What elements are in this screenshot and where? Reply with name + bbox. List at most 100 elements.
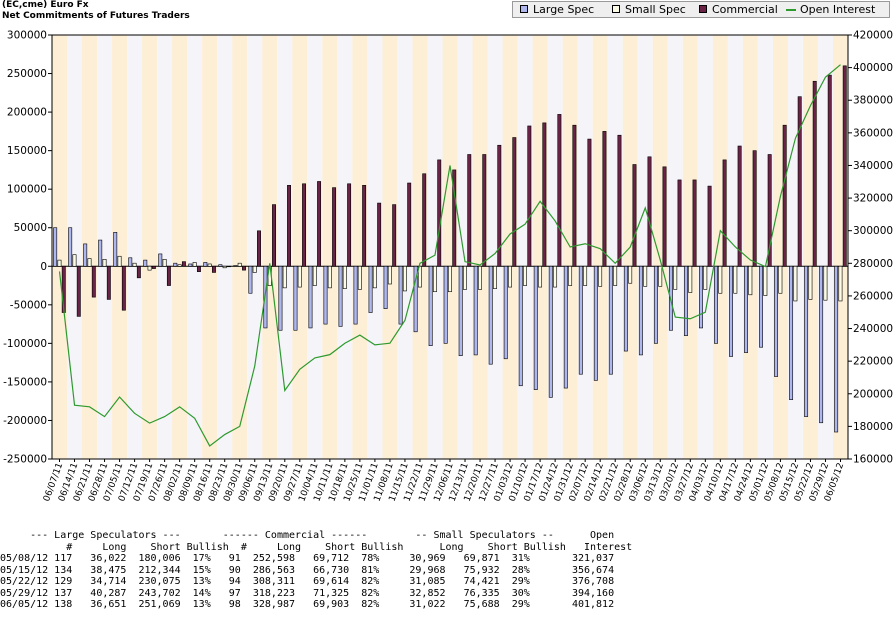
commercial-bar (302, 183, 307, 267)
column-band (682, 35, 698, 459)
small-spec-bar (162, 259, 167, 267)
commercial-bar (272, 204, 276, 267)
commercial-bar (257, 230, 261, 267)
commercial-bar (151, 265, 156, 269)
commercial-bar (287, 185, 291, 267)
large-spec-bar (593, 265, 598, 381)
column-band (382, 35, 398, 459)
commercial-bar (797, 96, 802, 267)
small-spec-bar (778, 265, 783, 294)
large-spec-bar (308, 265, 313, 329)
column-band (307, 35, 323, 459)
column-band (97, 35, 113, 459)
y-left-tick-label: -200000 (3, 415, 47, 427)
large-spec-bar (188, 263, 193, 267)
commercial-bar (512, 137, 517, 267)
commercial-bar (121, 265, 126, 311)
table-row: 06/05/12 138 36,651 251,069 13% 98 328,9… (0, 599, 615, 610)
legend-swatch-small-spec (612, 5, 620, 13)
small-spec-bar (493, 265, 497, 289)
small-spec-bar (538, 265, 543, 288)
small-spec-bar (763, 265, 768, 296)
chart-subtitle: Net Commitments of Futures Traders (2, 11, 190, 21)
large-spec-bar (729, 265, 733, 357)
commercial-bar (812, 80, 817, 267)
large-spec-bar (218, 264, 223, 267)
commercial-bar (647, 156, 652, 267)
small-spec-bar (222, 265, 227, 269)
column-band (442, 35, 458, 459)
commercial-bar (662, 166, 667, 267)
commercial-bar (181, 261, 186, 267)
y-right-tick-label: 200000 (853, 388, 893, 400)
column-band (412, 35, 428, 459)
legend-swatch-large-spec (520, 5, 528, 13)
small-spec-bar (252, 265, 257, 273)
column-band (217, 35, 233, 459)
commercial-bar (332, 187, 337, 267)
small-spec-bar (808, 265, 813, 300)
column-band (112, 35, 128, 459)
y-left-tick-label: -50000 (10, 299, 47, 311)
large-spec-bar (759, 265, 763, 348)
legend-label-commercial: Commercial (712, 3, 778, 16)
column-band (52, 35, 68, 459)
large-spec-bar (338, 265, 343, 327)
small-spec-bar (823, 265, 828, 301)
commercial-bar (527, 125, 532, 267)
commercial-bar (407, 182, 412, 267)
large-spec-bar (83, 243, 88, 267)
legend-label-small-spec: Small Spec (625, 3, 686, 16)
y-right-tick-label: 260000 (853, 290, 893, 302)
large-spec-bar (623, 265, 628, 352)
column-band (157, 35, 173, 459)
large-spec-bar (458, 265, 463, 356)
small-spec-bar (793, 265, 798, 302)
commercial-bar (587, 138, 592, 267)
large-spec-bar (323, 265, 328, 325)
small-spec-bar (643, 265, 648, 287)
small-spec-bar (282, 265, 287, 289)
commercial-bar (722, 159, 727, 267)
legend-swatch-open-interest (786, 9, 796, 11)
small-spec-bar (312, 265, 317, 286)
small-spec-bar (102, 259, 107, 267)
small-spec-bar (523, 265, 527, 286)
large-spec-bar (699, 265, 703, 329)
commercial-bar (827, 74, 832, 267)
large-spec-bar (608, 265, 613, 375)
large-spec-bar (744, 265, 748, 353)
large-spec-bar (278, 265, 283, 331)
commercial-bar (106, 265, 111, 300)
large-spec-bar (53, 227, 58, 267)
table-row: 05/08/12 117 36,022 180,006 17% 91 252,5… (0, 553, 615, 564)
small-spec-bar (117, 255, 122, 267)
commercial-bar (482, 154, 487, 267)
commercial-bar (602, 131, 607, 267)
column-band (262, 35, 278, 459)
small-spec-bar (72, 254, 77, 267)
column-band (232, 35, 248, 459)
commercial-bar (227, 265, 231, 268)
y-right-tick-label: 280000 (853, 258, 893, 270)
column-band (337, 35, 353, 459)
small-spec-bar (478, 265, 482, 290)
large-spec-bar (143, 259, 148, 267)
small-spec-bar (703, 265, 708, 290)
table-row: 05/15/12 134 38,475 212,344 15% 90 286,5… (0, 564, 615, 576)
large-spec-bar (98, 239, 103, 267)
y-right-tick-label: 340000 (853, 160, 893, 172)
y-right-tick-label: 420000 (853, 30, 893, 42)
large-spec-bar (638, 265, 643, 356)
commercial-bar (542, 122, 547, 267)
column-band (172, 35, 188, 459)
legend-swatch-commercial (699, 5, 707, 13)
large-spec-bar (173, 262, 178, 267)
column-band (202, 35, 218, 459)
small-spec-bar (87, 258, 92, 267)
chart-title: (EC,cme) Euro Fx (2, 0, 89, 10)
small-spec-bar (598, 265, 603, 287)
large-spec-bar (113, 232, 118, 267)
commercial-bar (737, 145, 742, 267)
